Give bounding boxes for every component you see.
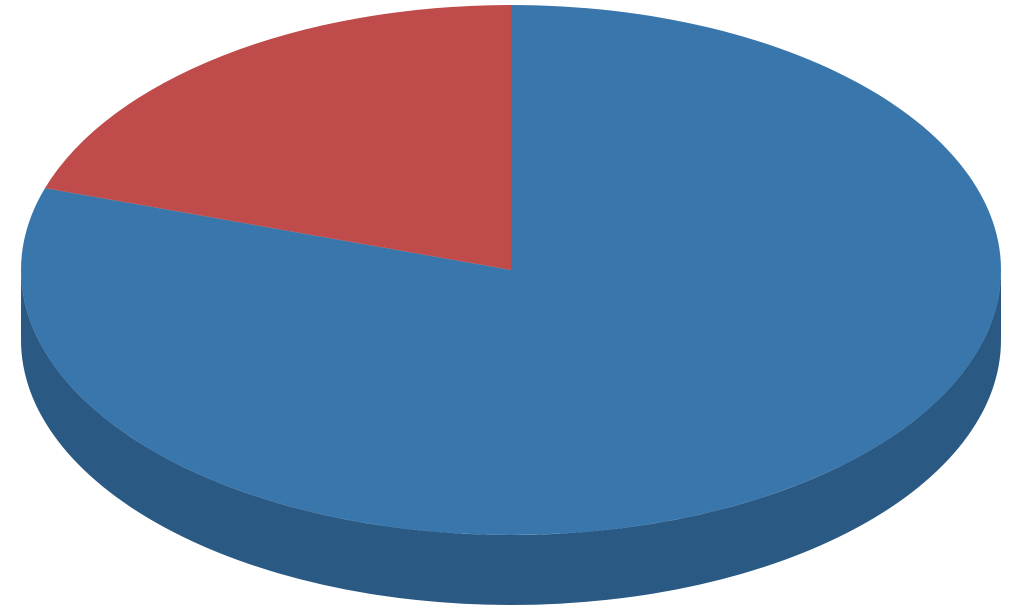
pie-3d-chart — [0, 0, 1023, 611]
